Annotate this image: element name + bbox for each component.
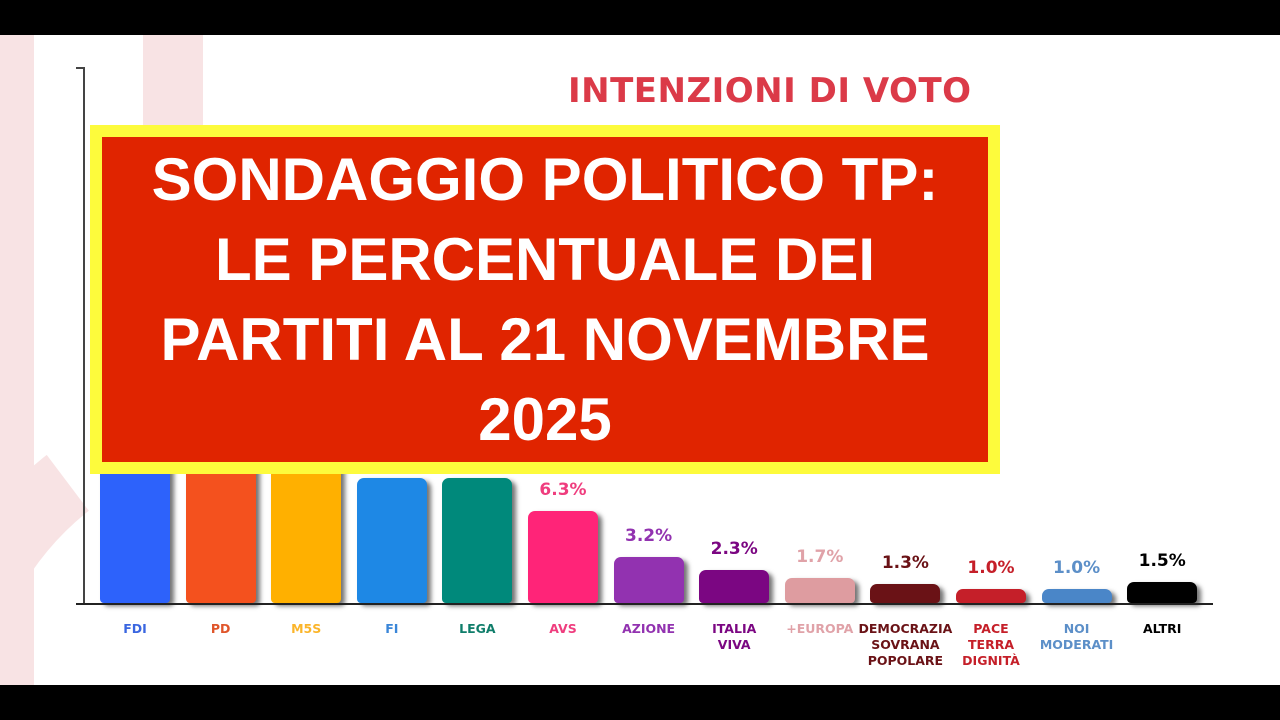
category-label-line: DIGNITÀ [962,653,1020,668]
category-label-line: TERRA [968,637,1014,652]
category-label-line: AVS [549,621,577,636]
headline-text: SONDAGGIO POLITICO TP: LE PERCENTUALE DE… [152,140,939,460]
category-label-line: ALTRI [1143,621,1182,636]
category-label-line: PD [210,621,231,636]
headline-line: 2025 [478,385,612,453]
category-label-line: DEMOCRAZIA [858,621,953,636]
category-label: AVS [508,621,618,637]
category-label: +EUROPA [765,621,875,637]
bar-azione [613,557,684,603]
category-label-line: POPOLARE [867,653,944,668]
category-label-line: M5S [291,621,322,636]
category-label: NOI MODERATI [1022,621,1132,653]
category-label-line: NOI [1063,621,1090,636]
category-label: M5S [251,621,361,637]
headline-line: SONDAGGIO POLITICO TP: [151,145,939,213]
category-label: LEGA [422,621,532,637]
category-label-line: MODERATI [1039,637,1114,652]
headline-banner: SONDAGGIO POLITICO TP: LE PERCENTUALE DE… [90,125,1000,474]
bar-value-label: 1.5% [1138,551,1186,571]
chart-title: INTENZIONI DI VOTO [568,71,972,111]
bar-lega [442,478,513,603]
bar-altri [1127,582,1198,603]
background-stripe [143,35,203,125]
headline-banner-inner: SONDAGGIO POLITICO TP: LE PERCENTUALE DE… [102,137,988,462]
category-label-line: VIVA [717,637,751,652]
y-axis [83,67,85,605]
bar-value-label: 1.0% [967,558,1015,578]
category-label: ITALIA VIVA [679,621,789,653]
headline-line: LE PERCENTUALE DEI [214,225,876,293]
letterbox-bottom [0,685,1280,720]
background-stripe [0,35,34,685]
bar-value-label: 1.0% [1053,558,1101,578]
category-label: DEMOCRAZIA SOVRANA POPOLARE [850,621,960,669]
bar-value-label: 1.7% [796,547,844,567]
bar-avs [528,511,598,603]
bar-value-label: 2.3% [710,539,758,559]
bar-fi [356,478,427,603]
category-label: ALTRI [1107,621,1217,637]
bar-value-label: 6.3% [539,480,587,500]
category-label-line: PACE [973,621,1009,636]
category-label: PACE TERRA DIGNITÀ [936,621,1046,669]
y-axis-tick [76,67,84,69]
category-label-line: SOVRANA [871,637,940,652]
letterbox-top [0,0,1280,35]
category-label: FDI [80,621,190,637]
bar-democrazia-sovrana-popolare [870,584,941,603]
category-label-line: FI [385,621,399,636]
category-label-line: LEGA [459,621,496,636]
category-label-line: FDI [123,621,147,636]
bar-europa [784,578,855,603]
bar-pace-terra-dignit [956,589,1026,603]
category-label: PD [166,621,276,637]
bar-noi-moderati [1041,589,1112,603]
bar-italia-viva [699,570,770,603]
headline-line: PARTITI AL 21 NOVEMBRE [160,305,930,373]
bar-value-label: 1.3% [881,553,929,573]
category-label-line: ITALIA [712,621,757,636]
category-label-line: AZIONE [622,621,676,636]
bar-value-label: 3.2% [625,526,673,546]
x-axis [76,603,1213,605]
category-label: FI [337,621,447,637]
category-label-line: +EUROPA [786,621,854,636]
category-label: AZIONE [594,621,704,637]
